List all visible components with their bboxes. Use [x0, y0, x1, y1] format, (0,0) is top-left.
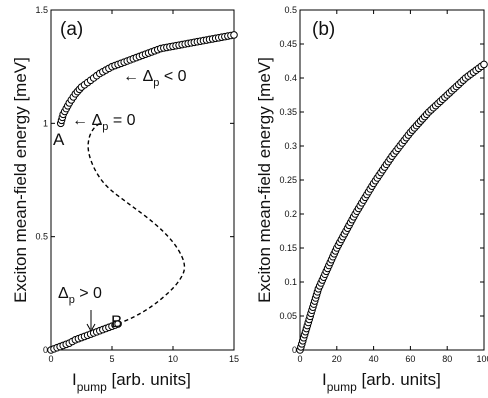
y-tick-label: 0.4 — [284, 73, 297, 83]
x-tick-label: 0 — [48, 354, 53, 364]
panel-b-markers — [296, 60, 488, 354]
arrow-head-icon — [86, 323, 96, 333]
x-tick-label: 15 — [229, 354, 239, 364]
annotation-delta-positive: Δp > 0 — [58, 285, 102, 306]
x-tick-label: 20 — [332, 354, 342, 364]
x-tick-label: 40 — [369, 354, 379, 364]
panel-a: 0 5 10 15 0 0.5 1 1.5 (a) ← Δp < 0 ← Δp = 0 A Δ… — [11, 5, 239, 394]
panel-a-markers — [47, 31, 238, 354]
y-tick-label: 0.2 — [284, 209, 297, 219]
panel-a-ylabel: Exciton mean-field energy [meV] — [11, 57, 30, 303]
point-a-label: A — [53, 130, 65, 149]
panel-b: 0 20 40 60 80 100 0 0.05 0.1 0.15 0.2 0.25 0.3 0.35 0.… — [255, 5, 488, 394]
y-tick-label: 0.3 — [284, 141, 297, 151]
data-point — [480, 60, 488, 69]
panel-a-tag: (a) — [60, 19, 83, 40]
y-tick-label: 0.35 — [279, 107, 297, 117]
y-tick-label: 0 — [43, 345, 48, 355]
point-b-label: B — [111, 312, 122, 331]
x-tick-label: 5 — [109, 354, 114, 364]
y-tick-label: 0.05 — [279, 311, 297, 321]
unstable-branch-line — [87, 122, 186, 325]
panel-a-xlabel: Ipump [arb. units] — [72, 370, 191, 394]
panel-b-frame — [299, 9, 485, 351]
panel-b-tag: (b) — [312, 19, 335, 40]
y-tick-label: 0.25 — [279, 175, 297, 185]
y-tick-label: 0.5 — [35, 232, 48, 242]
panel-b-xlabel: Ipump [arb. units] — [322, 370, 441, 394]
x-tick-label: 100 — [476, 354, 488, 364]
y-tick-label: 0 — [292, 345, 297, 355]
y-tick-label: 0.5 — [284, 5, 297, 15]
y-tick-label: 1.5 — [35, 5, 48, 15]
x-tick-label: 10 — [168, 354, 178, 364]
y-tick-label: 0.1 — [284, 277, 297, 287]
x-tick-label: 80 — [442, 354, 452, 364]
annotation-delta-zero: ← Δp = 0 — [72, 112, 136, 133]
x-tick-label: 60 — [405, 354, 415, 364]
panel-b-ylabel: Exciton mean-field energy [meV] — [255, 57, 274, 303]
panel-b-ticks: 0 20 40 60 80 100 0 0.05 0.1 0.15 0.2 0.25 0.3 0.35 0.… — [279, 5, 488, 364]
annotation-delta-negative: ← Δp < 0 — [123, 68, 187, 89]
y-tick-label: 0.45 — [279, 39, 297, 49]
data-point — [114, 320, 122, 328]
y-tick-label: 1 — [43, 118, 48, 128]
y-tick-label: 0.15 — [279, 243, 297, 253]
panel-a-frame — [50, 9, 235, 351]
data-point — [230, 31, 238, 39]
x-tick-label: 0 — [297, 354, 302, 364]
panel-a-unstable-branch — [87, 122, 186, 325]
